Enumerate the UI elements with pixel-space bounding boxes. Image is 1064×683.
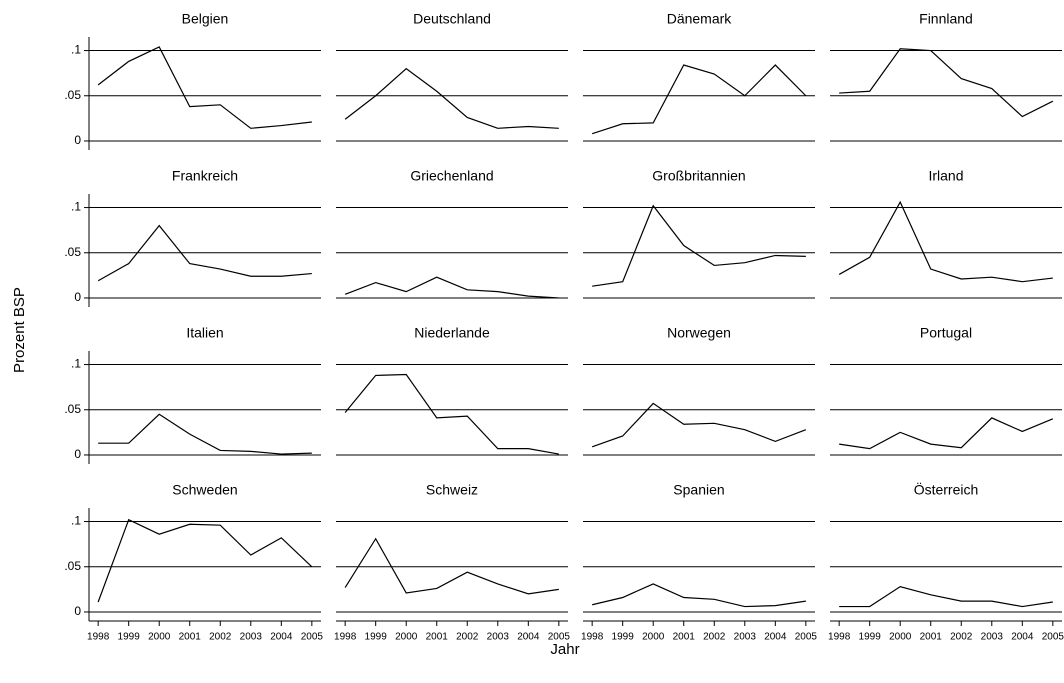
x-tick-label: 1998 (87, 632, 110, 643)
x-tick-label: 2001 (920, 632, 943, 643)
panel-title: Niederlande (414, 325, 490, 341)
x-tick-label: 2003 (487, 632, 510, 643)
y-tick-label: 0 (74, 447, 81, 461)
x-tick-label: 2004 (764, 632, 787, 643)
y-tick-label: .1 (71, 43, 81, 57)
x-tick-label: 2000 (889, 632, 912, 643)
panel-title: Schweden (172, 482, 237, 498)
y-tick-label: .05 (64, 402, 81, 416)
panel-title: Finnland (919, 11, 973, 27)
y-tick-label: .1 (71, 357, 81, 371)
panel-title: Frankreich (172, 168, 238, 184)
x-tick-label: 2002 (456, 632, 479, 643)
y-tick-label: 0 (74, 133, 81, 147)
x-tick-label: 1998 (828, 632, 851, 643)
x-tick-label: 2000 (395, 632, 418, 643)
x-tick-label: 2005 (301, 632, 324, 643)
y-tick-label: .05 (64, 245, 81, 259)
x-tick-label: 2000 (148, 632, 171, 643)
x-tick-label: 2001 (426, 632, 449, 643)
panel-title: Deutschland (413, 11, 491, 27)
line (97, 518, 313, 603)
panel-title: Irland (928, 168, 963, 184)
panel-title: Portugal (920, 325, 972, 341)
y-tick-label: 0 (74, 604, 81, 618)
x-tick-label: 2000 (642, 632, 665, 643)
line (838, 200, 1053, 283)
x-tick-label: 2002 (703, 632, 726, 643)
panel-title: Dänemark (667, 11, 733, 27)
x-axis-label: Jahr (550, 641, 579, 658)
line (592, 204, 806, 287)
x-tick-label: 2005 (795, 632, 818, 643)
x-tick-label: 2002 (209, 632, 232, 643)
x-tick-label: 1998 (581, 632, 604, 643)
line (98, 413, 312, 455)
x-tick-label: 2005 (548, 632, 571, 643)
x-tick-label: 1999 (365, 632, 388, 643)
y-tick-label: .1 (71, 514, 81, 528)
x-tick-label: 2001 (179, 632, 202, 643)
panel-title: Großbritannien (652, 168, 745, 184)
line (344, 67, 559, 129)
panel-title: Österreich (914, 481, 979, 498)
panel-title: Griechenland (410, 168, 493, 184)
x-tick-label: 1999 (859, 632, 882, 643)
y-tick-label: .1 (71, 200, 81, 214)
x-tick-label: 2001 (673, 632, 696, 643)
panel-title: Schweiz (426, 482, 478, 498)
x-tick-label: 2004 (270, 632, 293, 643)
line (97, 224, 312, 282)
y-tick-label: .05 (64, 559, 81, 573)
line (591, 64, 807, 135)
x-tick-label: 2002 (950, 632, 973, 643)
panel-title: Italien (186, 325, 223, 341)
line (839, 586, 1053, 608)
line (839, 48, 1054, 118)
line (344, 373, 559, 455)
y-tick-label: 0 (74, 290, 81, 304)
y-tick-label: .05 (64, 88, 81, 102)
x-tick-label: 2005 (1042, 632, 1064, 643)
line (344, 276, 559, 299)
line (592, 583, 806, 608)
line (97, 46, 312, 129)
x-tick-label: 2004 (1011, 632, 1034, 643)
x-tick-label: 1999 (612, 632, 635, 643)
panel-title: Belgien (182, 11, 229, 27)
x-tick-label: 2003 (981, 632, 1004, 643)
panel-title: Spanien (673, 482, 724, 498)
y-axis-label: Prozent BSP (11, 287, 28, 373)
line (839, 417, 1054, 450)
panel-title: Norwegen (667, 325, 731, 341)
x-tick-label: 1998 (334, 632, 357, 643)
x-tick-label: 2003 (240, 632, 263, 643)
line (591, 402, 807, 448)
x-tick-label: 1999 (118, 632, 141, 643)
x-tick-label: 2003 (734, 632, 757, 643)
line (344, 537, 559, 595)
x-tick-label: 2004 (517, 632, 540, 643)
